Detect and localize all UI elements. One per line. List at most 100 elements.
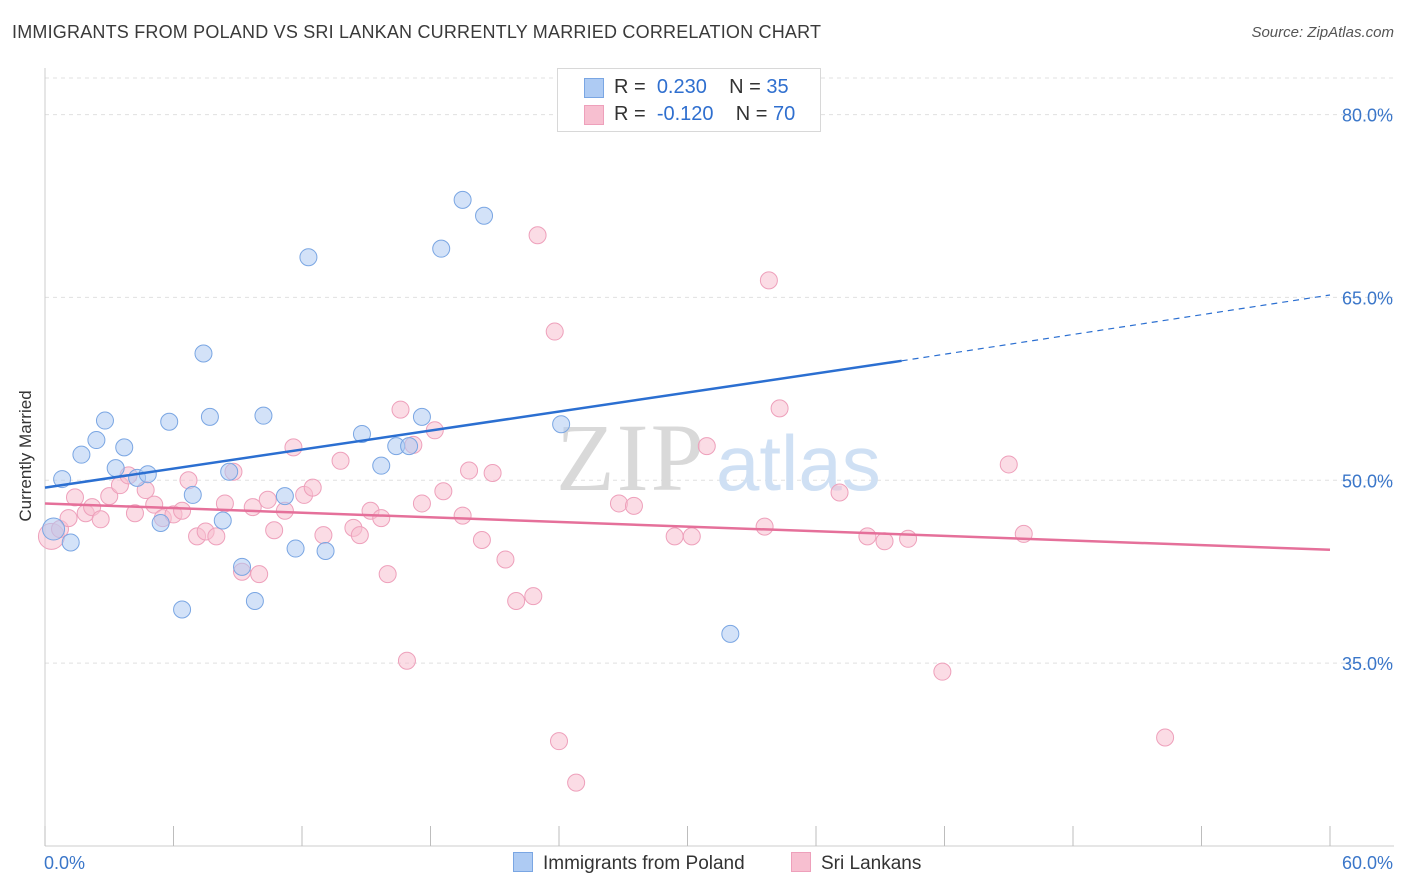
point-poland: [213, 511, 232, 530]
point-srilanka: [524, 587, 543, 606]
point-srilanka: [770, 399, 789, 418]
point-poland: [432, 239, 451, 258]
legend-n-value: 70: [773, 103, 796, 125]
stats-legend: R = 0.230 N = 35 R = -0.120 N = 70: [557, 68, 821, 132]
tick-labels: 35.0% 50.0% 65.0% 80.0% 0.0% 60.0%: [44, 106, 1393, 873]
point-srilanka: [412, 494, 431, 513]
point-poland: [160, 412, 179, 431]
point-poland: [352, 424, 371, 443]
legend-r-value: -0.120: [656, 103, 714, 125]
x-tick-label: 0.0%: [44, 853, 85, 873]
point-poland: [316, 541, 335, 560]
point-srilanka: [207, 527, 226, 546]
point-poland: [453, 190, 472, 209]
point-srilanka: [483, 463, 502, 482]
point-srilanka: [391, 400, 410, 419]
point-poland: [115, 438, 134, 457]
point-srilanka: [550, 732, 568, 751]
point-srilanka: [507, 591, 526, 610]
point-srilanka: [460, 461, 479, 480]
watermark: ZIP atlas: [556, 404, 881, 511]
point-srilanka: [145, 495, 164, 514]
point-srilanka: [250, 565, 269, 584]
chart-source: Source: ZipAtlas.com: [1251, 24, 1394, 41]
bottom-legend-label-poland: Immigrants from Poland: [543, 853, 745, 874]
legend-n-label: N =: [729, 76, 761, 98]
point-srilanka: [434, 482, 453, 501]
legend-swatch-poland: [584, 78, 604, 98]
point-srilanka: [697, 437, 716, 456]
point-poland: [173, 600, 192, 619]
point-srilanka: [624, 496, 643, 515]
point-poland: [72, 445, 91, 464]
point-poland: [286, 539, 305, 558]
series-poland-points: [42, 190, 740, 643]
point-poland: [42, 517, 66, 541]
point-srilanka: [1156, 728, 1175, 747]
x-tick-label: 60.0%: [1342, 853, 1393, 873]
point-poland: [400, 437, 419, 456]
point-srilanka: [284, 438, 303, 457]
point-poland: [721, 624, 740, 643]
bottom-legend-poland: Immigrants from Poland: [513, 852, 745, 875]
point-srilanka: [265, 521, 284, 540]
legend-text-srilanka: R = -0.120 N = 70: [614, 103, 795, 126]
point-poland: [87, 431, 106, 450]
bottom-legend-label-srilanka: Sri Lankans: [821, 853, 922, 874]
point-poland: [61, 533, 80, 552]
point-srilanka: [496, 550, 515, 569]
point-poland: [200, 407, 219, 426]
point-poland: [475, 206, 494, 225]
point-poland: [412, 407, 431, 426]
point-srilanka: [545, 322, 564, 341]
point-poland: [275, 487, 294, 506]
point-poland: [183, 485, 202, 504]
point-srilanka: [243, 498, 262, 517]
legend-text-poland: R = 0.230 N = 35: [614, 76, 789, 99]
trend-line-poland-extension: [901, 294, 1331, 362]
y-tick-label: 35.0%: [1342, 654, 1393, 674]
watermark-zip: ZIP: [556, 404, 706, 511]
point-srilanka: [899, 529, 918, 548]
point-srilanka: [933, 662, 952, 681]
legend-r-value: 0.230: [656, 76, 707, 98]
point-srilanka: [830, 483, 849, 502]
point-poland: [106, 459, 125, 478]
y-tick-label: 50.0%: [1342, 471, 1393, 491]
chart-title: IMMIGRANTS FROM POLAND VS SRI LANKAN CUR…: [12, 22, 822, 42]
point-srilanka: [91, 510, 110, 529]
legend-r-label: R =: [614, 76, 646, 98]
legend-r-label: R =: [614, 103, 646, 125]
point-poland: [95, 411, 114, 430]
point-srilanka: [759, 271, 778, 290]
legend-n-value: 35: [766, 76, 789, 98]
point-srilanka: [567, 773, 586, 792]
point-srilanka: [83, 498, 102, 517]
point-srilanka: [472, 531, 491, 550]
point-srilanka: [999, 455, 1018, 474]
bottom-legend-swatch-srilanka: [791, 852, 811, 872]
point-srilanka: [125, 504, 144, 523]
point-srilanka: [609, 494, 628, 513]
point-srilanka: [397, 651, 416, 670]
point-srilanka: [378, 565, 397, 584]
point-srilanka: [331, 451, 350, 470]
bottom-legend-swatch-poland: [513, 852, 533, 872]
point-poland: [552, 415, 571, 434]
point-srilanka: [453, 506, 472, 525]
point-poland: [220, 462, 239, 481]
point-srilanka: [59, 509, 78, 528]
point-srilanka: [314, 526, 333, 545]
point-srilanka: [682, 527, 701, 546]
trend-line-poland: [44, 359, 902, 489]
point-srilanka: [303, 478, 322, 497]
trend-line-srilanka: [44, 502, 1331, 552]
point-poland: [151, 513, 170, 532]
point-srilanka: [65, 488, 84, 507]
trend-lines: [44, 294, 1331, 552]
point-poland: [254, 406, 273, 425]
y-tick-label: 65.0%: [1342, 288, 1393, 308]
point-poland: [299, 248, 318, 267]
point-poland: [245, 591, 264, 610]
